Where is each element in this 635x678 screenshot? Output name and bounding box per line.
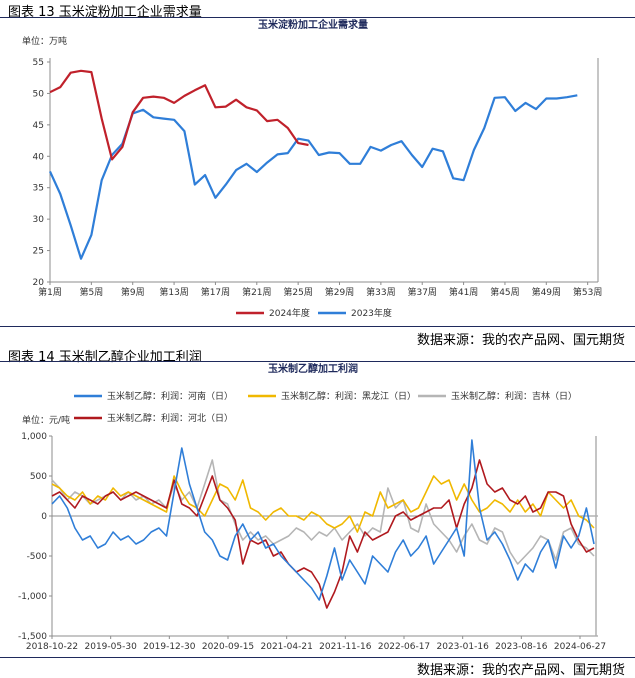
x-tick-label: 2018-10-22 bbox=[26, 642, 78, 652]
y-tick-label: 20 bbox=[33, 278, 45, 288]
unit-label: 单位：万吨 bbox=[22, 35, 67, 47]
series-line-2024年度 bbox=[49, 69, 309, 161]
figure-13-top-rule bbox=[0, 17, 635, 18]
x-tick-label: 第29周 bbox=[325, 286, 354, 298]
y-tick-label: 500 bbox=[30, 472, 47, 482]
y-tick-label: 50 bbox=[33, 89, 45, 99]
legend-label: 玉米制乙醇：利润：河北（日） bbox=[107, 412, 233, 424]
x-tick-label: 2019-05-30 bbox=[85, 642, 138, 652]
x-tick-label: 第37周 bbox=[407, 286, 436, 298]
y-tick-label: 35 bbox=[33, 184, 44, 194]
y-tick-label: 45 bbox=[33, 121, 44, 131]
y-tick-label: -500 bbox=[27, 552, 48, 562]
demand-chart: 玉米淀粉加工企业需求量 单位：万吨 20 25 30 35 40 45 50 55 第1周 第5周… bbox=[22, 18, 603, 319]
x-tick-label: 2021-04-21 bbox=[261, 642, 313, 652]
x-tick-label: 第41周 bbox=[449, 286, 478, 298]
legend-label: 玉米制乙醇：利润：吉林（日） bbox=[451, 390, 577, 402]
chart-title: 玉米淀粉加工企业需求量 bbox=[258, 18, 368, 31]
x-tick-label: 2019-12-30 bbox=[143, 642, 196, 652]
chart-title: 玉米制乙醇加工利润 bbox=[268, 362, 358, 375]
unit-label: 单位：元/吨 bbox=[22, 414, 70, 426]
series-group bbox=[51, 439, 595, 609]
legend: 玉米制乙醇：利润：河南（日） 玉米制乙醇：利润：黑龙江（日） 玉米制乙醇：利润：吉林… bbox=[74, 390, 577, 424]
plot-area bbox=[51, 436, 598, 637]
series-line-玉米制乙醇：利润：河北（日） bbox=[51, 459, 595, 609]
series-line-玉米制乙醇：利润：黑龙江（日） bbox=[51, 475, 595, 533]
series-line-玉米制乙醇：利润：河南（日） bbox=[51, 439, 595, 601]
axes: -1,500 -1,000 -500 0 500 1,000 2018-10-22 2019-… bbox=[18, 432, 606, 652]
legend-label: 玉米制乙醇：利润：黑龙江（日） bbox=[281, 390, 416, 402]
y-tick-label: 1,000 bbox=[21, 432, 47, 442]
x-tick-label: 第5周 bbox=[79, 286, 103, 298]
figure-13-bottom-rule bbox=[0, 326, 635, 327]
x-tick-label: 2020-09-15 bbox=[202, 642, 254, 652]
x-tick-label: 2021-11-16 bbox=[319, 642, 372, 652]
x-tick-label: 2022-06-17 bbox=[378, 642, 430, 652]
x-tick-label: 第9周 bbox=[121, 286, 145, 298]
profit-chart: 玉米制乙醇加工利润 玉米制乙醇：利润：河南（日） 玉米制乙醇：利润：黑龙江（日）玉… bbox=[18, 362, 606, 652]
x-tick-label: 第13周 bbox=[159, 286, 188, 298]
x-tick-label: 第53周 bbox=[573, 286, 602, 298]
x-tick-label: 第25周 bbox=[283, 286, 312, 298]
series-line-玉米制乙醇：利润：吉林（日） bbox=[51, 459, 595, 565]
x-tick-label: 第1周 bbox=[38, 286, 62, 298]
x-tick-label: 第45周 bbox=[490, 286, 519, 298]
x-tick-label: 2023-08-16 bbox=[495, 642, 548, 652]
figure-13-source: 数据来源：我的农产品网、国元期货 bbox=[416, 333, 625, 348]
y-tick-label: -1,000 bbox=[18, 592, 47, 602]
axes: 20 25 30 35 40 45 50 55 第1周 第5周 第9周 第13周 第17周 第21周 第25… bbox=[33, 58, 603, 298]
legend-label: 2023年度 bbox=[351, 307, 392, 319]
figure-13-title: 图表 13 玉米淀粉加工企业需求量 bbox=[8, 5, 202, 20]
figure-14-bottom-rule bbox=[0, 657, 635, 658]
legend: 2024年度 2023年度 bbox=[236, 307, 392, 319]
legend-label: 2024年度 bbox=[269, 307, 310, 319]
figure-14-top-rule bbox=[0, 361, 635, 362]
figure-14-source: 数据来源：我的农产品网、国元期货 bbox=[416, 663, 625, 678]
x-tick-label: 第49周 bbox=[532, 286, 561, 298]
series-group bbox=[48, 69, 578, 260]
x-tick-label: 第21周 bbox=[242, 286, 271, 298]
series-line-2023年度 bbox=[48, 94, 578, 260]
y-tick-label: 0 bbox=[41, 512, 47, 522]
y-tick-label: 30 bbox=[33, 215, 45, 225]
y-tick-label: 40 bbox=[33, 152, 45, 162]
x-tick-label: 第17周 bbox=[201, 286, 230, 298]
y-tick-label: 55 bbox=[33, 58, 44, 68]
x-tick-label: 第33周 bbox=[366, 286, 395, 298]
legend-label: 玉米制乙醇：利润：河南（日） bbox=[107, 390, 233, 402]
x-tick-label: 2024-06-27 bbox=[554, 642, 606, 652]
y-tick-label: 25 bbox=[33, 247, 44, 257]
y-tick-label: -1,500 bbox=[18, 632, 47, 642]
x-tick-label: 2023-01-16 bbox=[437, 642, 490, 652]
plot-area bbox=[49, 58, 599, 283]
